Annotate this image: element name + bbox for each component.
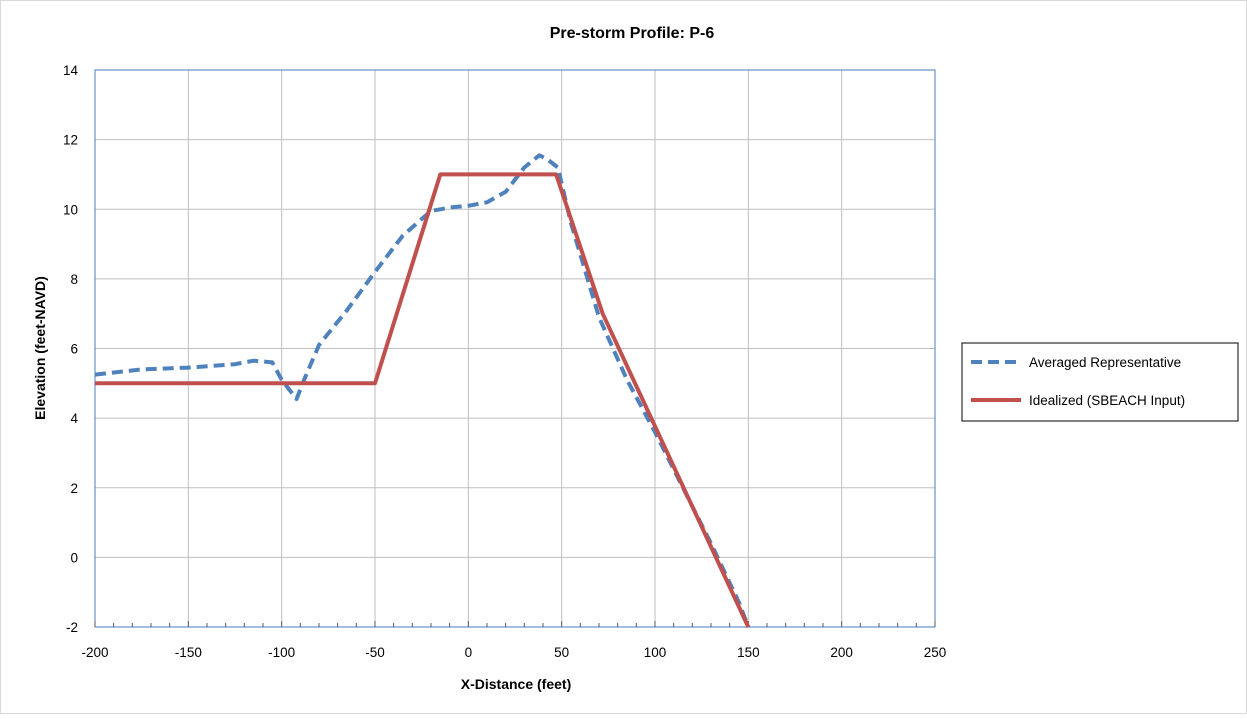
y-tick-label: 8 xyxy=(70,272,78,287)
plot-area-frame xyxy=(94,69,936,628)
y-tick-label: 14 xyxy=(63,63,79,78)
x-tick-label: -200 xyxy=(81,645,108,660)
series-lines xyxy=(94,153,751,628)
y-tick-label: -2 xyxy=(66,620,78,635)
axis-ticks: -200 -150 -100 -50 0 50 100 150 200 250 -2 0 2 4 6 8 10 1… xyxy=(63,63,946,660)
y-tick-label: 6 xyxy=(70,342,78,357)
x-tick-label: 200 xyxy=(830,645,853,660)
y-tick-label: 10 xyxy=(63,202,78,217)
legend-label-averaged-representative: Averaged Representative xyxy=(1029,355,1181,370)
x-tick-label: 0 xyxy=(465,645,473,660)
series-averaged-representative-line xyxy=(94,153,751,628)
legend-box xyxy=(961,342,1239,422)
chart-title: Pre-storm Profile: P-6 xyxy=(550,25,715,42)
legend-label-idealized: Idealized (SBEACH Input) xyxy=(1029,393,1185,408)
x-tick-label: -50 xyxy=(365,645,385,660)
y-tick-label: 0 xyxy=(70,550,78,565)
y-axis-title: Elevation (feet-NAVD) xyxy=(32,276,48,420)
legend: Averaged Representative Idealized (SBEAC… xyxy=(961,342,1239,422)
x-tick-label: 250 xyxy=(924,645,947,660)
x-tick-label: -150 xyxy=(175,645,202,660)
series-idealized-line xyxy=(95,172,751,628)
y-tick-label: 4 xyxy=(70,411,78,426)
x-tick-label: 50 xyxy=(554,645,569,660)
x-tick-label: 100 xyxy=(644,645,667,660)
x-tick-label: 150 xyxy=(737,645,760,660)
y-tick-label: 12 xyxy=(63,133,78,148)
x-tick-label: -100 xyxy=(268,645,295,660)
x-axis-title: X-Distance (feet) xyxy=(461,676,571,692)
y-tick-label: 2 xyxy=(70,481,78,496)
